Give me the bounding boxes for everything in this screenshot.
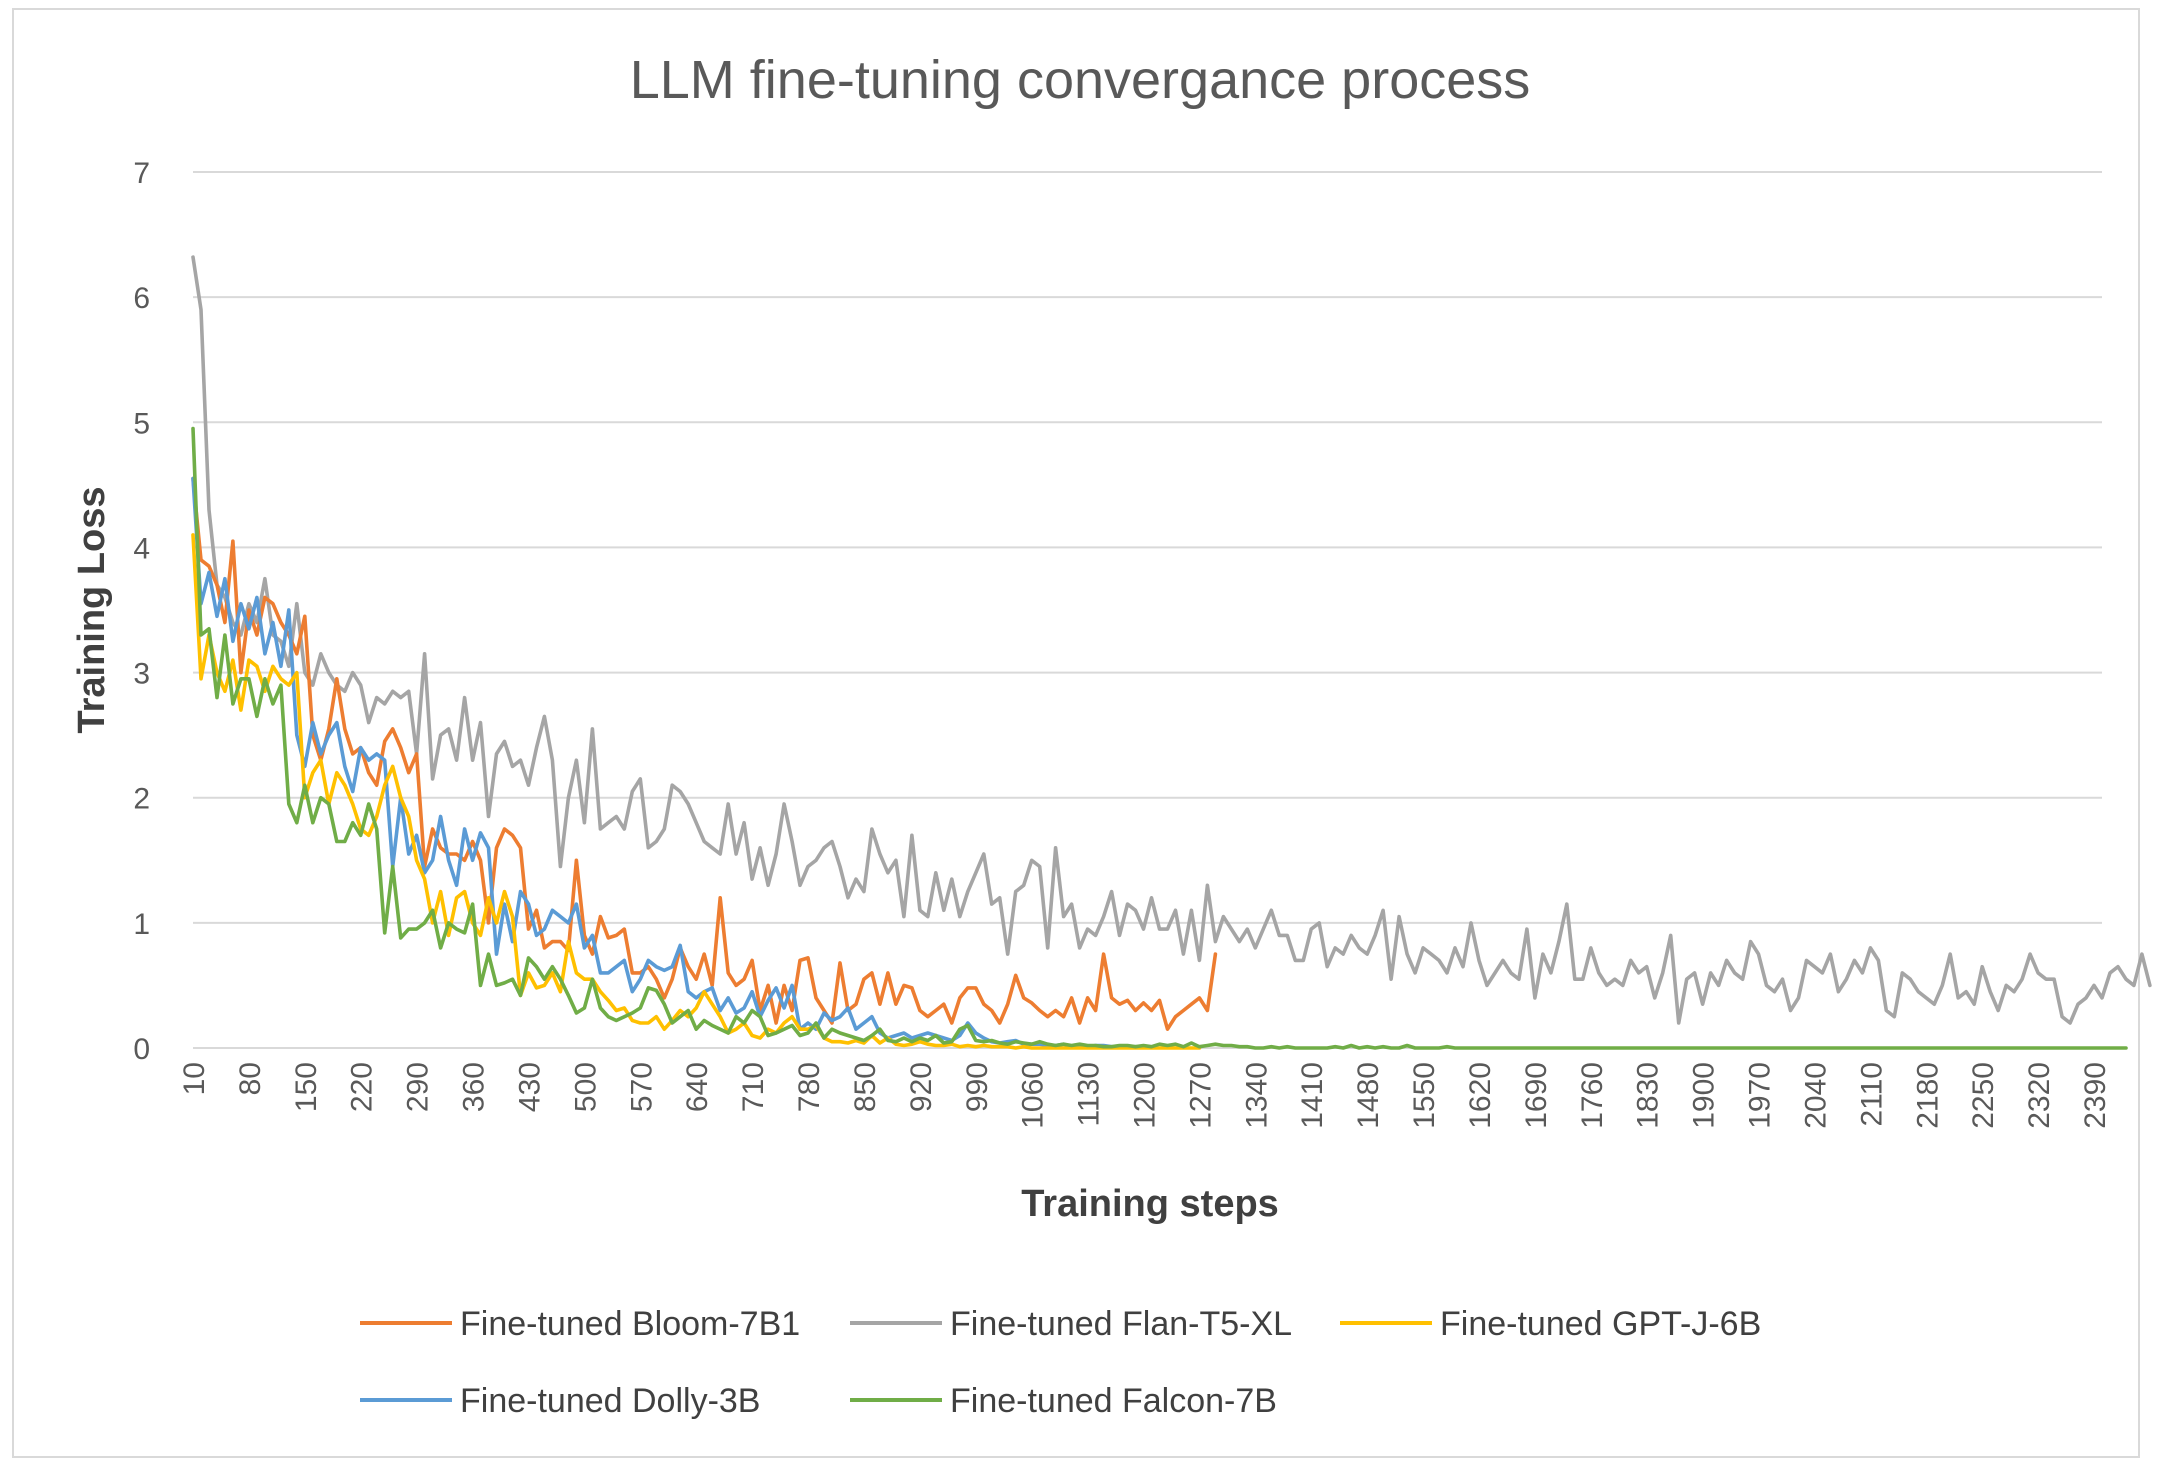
y-axis-ticks: 0 1 2 3 4 5 6 7 <box>133 157 150 1066</box>
legend-label: Fine-tuned Flan-T5-XL <box>950 1305 1292 1343</box>
x-tick-label: 1690 <box>1520 1062 1553 1129</box>
y-tick-label: 5 <box>133 407 150 440</box>
legend-item: Fine-tuned Bloom-7B1 <box>360 1305 800 1343</box>
x-tick-label: 710 <box>737 1062 770 1112</box>
x-tick-label: 1900 <box>1688 1062 1721 1129</box>
x-tick-label: 640 <box>681 1062 714 1112</box>
x-tick-label: 850 <box>849 1062 882 1112</box>
x-tick-label: 360 <box>458 1062 491 1112</box>
y-tick-label: 6 <box>133 282 150 315</box>
y-tick-label: 7 <box>133 157 150 190</box>
x-tick-label: 1480 <box>1352 1062 1385 1129</box>
y-tick-label: 1 <box>133 908 150 941</box>
x-tick-label: 2250 <box>1967 1062 2000 1129</box>
x-tick-label: 1620 <box>1464 1062 1497 1129</box>
chart-title: LLM fine-tuning convergance process <box>630 50 1531 110</box>
legend-item: Fine-tuned Dolly-3B <box>360 1382 760 1420</box>
x-tick-label: 2110 <box>1855 1062 1888 1127</box>
series-line-fine-tuned-falcon-7b <box>191 426 2128 1050</box>
x-tick-label: 2390 <box>2079 1062 2112 1129</box>
series-lines <box>191 255 2152 1050</box>
x-tick-label: 1550 <box>1408 1062 1441 1129</box>
y-tick-label: 0 <box>133 1033 150 1066</box>
x-tick-label: 1060 <box>1017 1062 1050 1129</box>
x-tick-label: 1340 <box>1240 1062 1273 1129</box>
x-tick-label: 1830 <box>1632 1062 1665 1129</box>
x-tick-label: 1130 <box>1073 1062 1106 1127</box>
x-axis-ticks: 10 80 150 220 290 360 430 500 570 640 710 780 850 920… <box>178 1062 2112 1129</box>
x-tick-label: 290 <box>402 1062 435 1112</box>
x-axis-title: Training steps <box>1021 1183 1279 1225</box>
legend-item: Fine-tuned Flan-T5-XL <box>850 1305 1292 1343</box>
x-tick-label: 1970 <box>1744 1062 1777 1129</box>
series-line-fine-tuned-flan-t5-xl <box>191 255 2152 1025</box>
y-tick-label: 2 <box>133 783 150 816</box>
x-tick-label: 570 <box>625 1062 658 1112</box>
legend-label: Fine-tuned GPT-J-6B <box>1440 1305 1761 1343</box>
legend-item: Fine-tuned Falcon-7B <box>850 1382 1277 1420</box>
x-tick-label: 10 <box>178 1062 211 1095</box>
legend-label: Fine-tuned Dolly-3B <box>460 1382 760 1420</box>
x-tick-label: 1270 <box>1184 1062 1217 1129</box>
x-tick-label: 430 <box>513 1062 546 1112</box>
legend-item: Fine-tuned GPT-J-6B <box>1340 1305 1761 1343</box>
x-tick-label: 2320 <box>2023 1062 2056 1129</box>
x-tick-label: 780 <box>793 1062 826 1112</box>
x-tick-label: 2180 <box>1911 1062 1944 1129</box>
x-tick-label: 2040 <box>1799 1062 1832 1129</box>
series-line-fine-tuned-gpt-j-6b <box>191 533 1202 1050</box>
legend: Fine-tuned Bloom-7B1 Fine-tuned Flan-T5-X… <box>360 1305 1761 1420</box>
x-tick-label: 1760 <box>1576 1062 1609 1129</box>
y-axis-title: Training Loss <box>71 486 113 733</box>
x-tick-label: 920 <box>905 1062 938 1112</box>
legend-label: Fine-tuned Falcon-7B <box>950 1382 1277 1420</box>
y-tick-label: 4 <box>133 532 150 565</box>
chart-area <box>12 8 2140 1458</box>
series-line-fine-tuned-bloom-7b1 <box>191 476 1218 1031</box>
x-tick-label: 1410 <box>1296 1062 1329 1129</box>
x-tick-label: 150 <box>290 1062 323 1112</box>
x-tick-label: 80 <box>234 1062 267 1095</box>
x-tick-label: 990 <box>961 1062 994 1112</box>
y-tick-label: 3 <box>133 658 150 691</box>
series-line-fine-tuned-dolly-3b <box>191 476 1146 1049</box>
x-tick-label: 1200 <box>1129 1062 1162 1129</box>
legend-label: Fine-tuned Bloom-7B1 <box>460 1305 800 1343</box>
x-tick-label: 500 <box>569 1062 602 1112</box>
x-tick-label: 220 <box>346 1062 379 1112</box>
